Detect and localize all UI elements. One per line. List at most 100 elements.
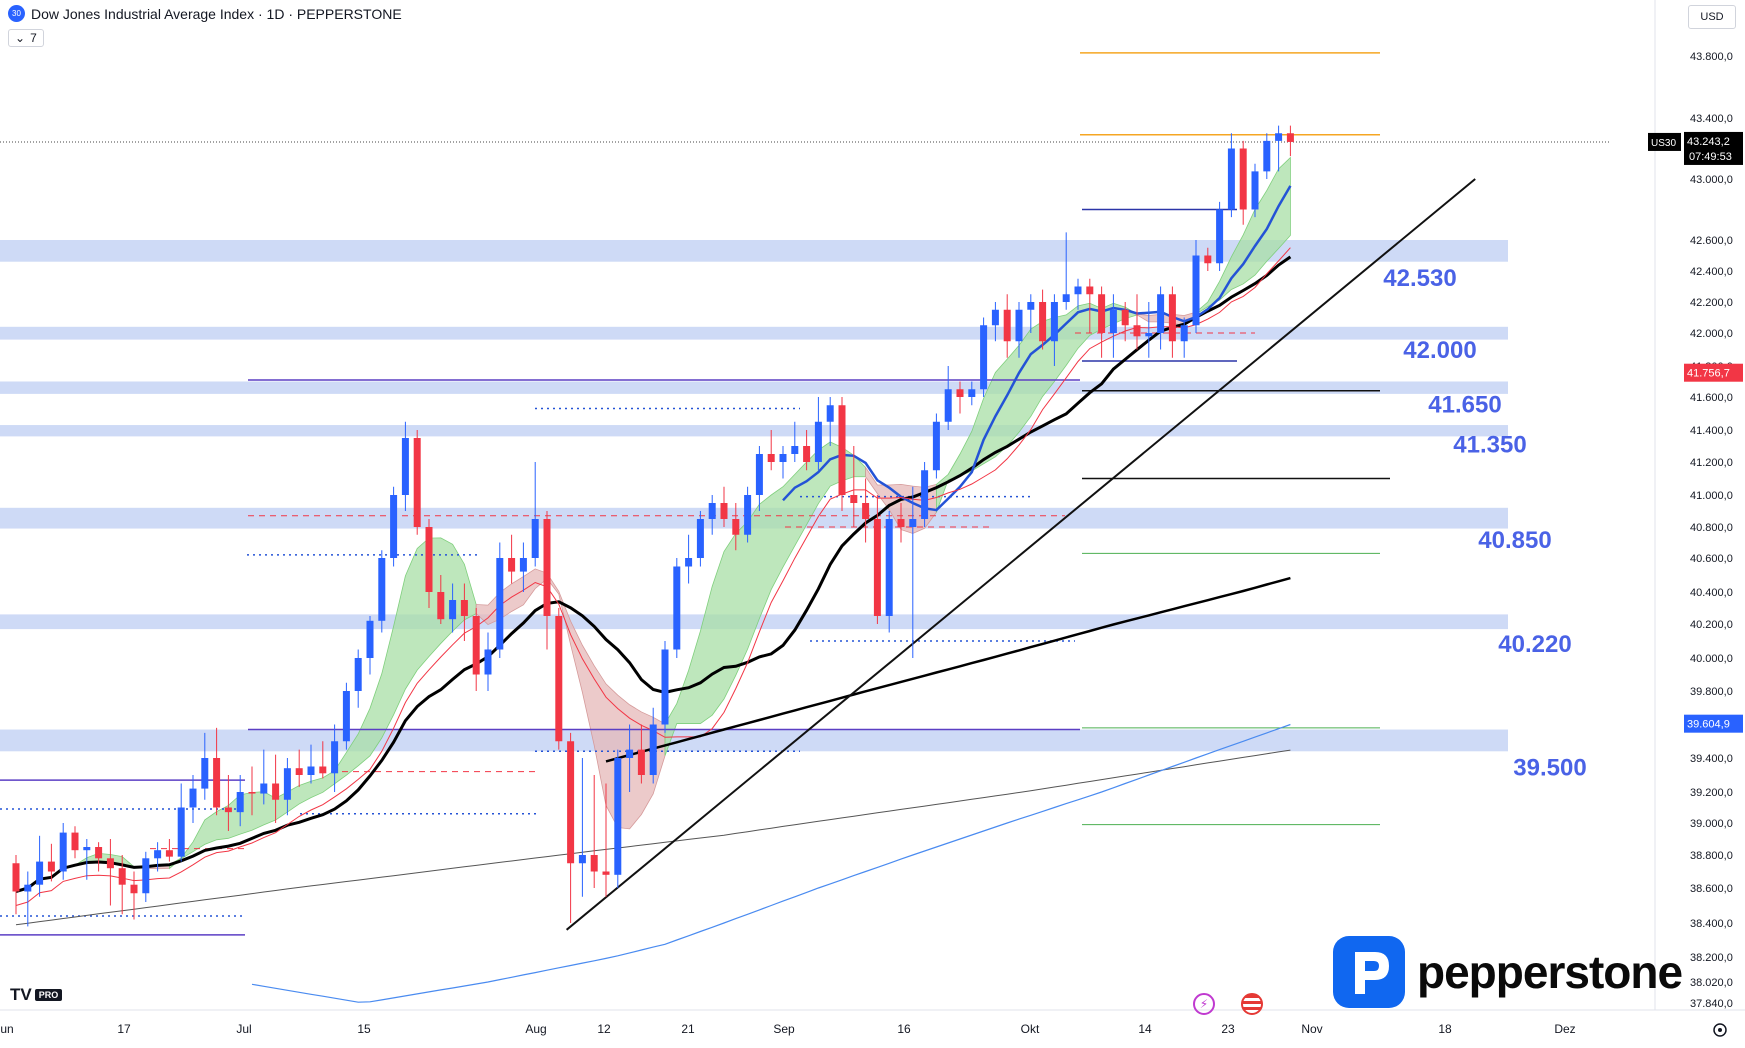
time-tick-label-2: Jul — [236, 1022, 251, 1036]
candle-body-104 — [1239, 148, 1247, 210]
candle-body-46 — [555, 616, 563, 742]
candle-body-89 — [1062, 294, 1070, 302]
candle-body-22 — [272, 783, 280, 800]
candle-body-83 — [991, 309, 999, 326]
candle-body-78 — [932, 421, 940, 471]
candle-body-62 — [744, 495, 752, 535]
candle-body-3 — [47, 861, 55, 872]
zone-label-6: 39.500 — [1513, 754, 1586, 781]
candle-body-27 — [331, 741, 339, 774]
candle-body-88 — [1050, 302, 1058, 342]
symbol-badge[interactable]: 30 — [8, 5, 25, 22]
candle-body-60 — [720, 503, 728, 519]
candle-body-101 — [1204, 255, 1212, 264]
instrument-tag: US30 — [1651, 138, 1676, 149]
zone-band-6 — [0, 729, 1508, 752]
price-tick-label-16: 40.000,0 — [1690, 653, 1733, 665]
candle-body-35 — [425, 527, 433, 592]
time-tick-label-8: 16 — [897, 1022, 911, 1036]
time-axis[interactable]: Jun 17 Jul 15 Aug 12 21 Sep 16 Okt 14 23 Nov 18 Dez — [0, 1009, 1745, 1037]
candle-body-87 — [1039, 302, 1047, 342]
candle-body-73 — [873, 519, 881, 616]
candle-body-5 — [71, 832, 79, 851]
candle-body-1 — [24, 884, 32, 892]
price-tick-label-23: 38.400,0 — [1690, 918, 1733, 930]
candle-body-14 — [177, 807, 185, 857]
indicator-toggle[interactable]: ⌄ 7 — [8, 29, 44, 47]
candle-body-71 — [850, 495, 858, 503]
price-axis[interactable]: 43.800,0 43.400,0 43.000,0 42.600,0 42.400,0… — [1648, 0, 1743, 1010]
candle-body-105 — [1251, 171, 1259, 210]
zone-label-1: 42.000 — [1403, 337, 1476, 364]
trendline[interactable] — [565, 178, 1476, 931]
candle-body-23 — [283, 768, 291, 800]
gear-icon[interactable] — [1713, 1023, 1727, 1037]
candle-body-74 — [885, 519, 893, 616]
candle-body-4 — [59, 832, 67, 872]
zone-band-0 — [0, 240, 1508, 262]
gear-icon-center — [1718, 1028, 1722, 1032]
candle-body-79 — [944, 389, 952, 422]
price-tag-1: 39.604,9 — [1687, 719, 1730, 731]
candle-body-19 — [236, 792, 244, 813]
time-tick-label-13: 18 — [1438, 1022, 1452, 1036]
zone-label-2: 41.650 — [1428, 392, 1501, 419]
candle-body-18 — [224, 807, 232, 813]
candle-body-81 — [968, 389, 976, 397]
zone-label-5: 40.220 — [1498, 631, 1571, 658]
candle-body-28 — [342, 691, 350, 742]
us-flag-icon[interactable] — [1241, 993, 1263, 1015]
last-price-label: 43.243,2 — [1687, 136, 1730, 148]
candle-body-85 — [1015, 309, 1023, 342]
price-tick-label-10: 41.200,0 — [1690, 457, 1733, 469]
candle-body-72 — [862, 503, 870, 519]
candle-body-49 — [590, 855, 598, 872]
tv-pro-badge: PRO — [34, 989, 63, 1001]
candle-body-25 — [307, 766, 315, 775]
candle-body-59 — [708, 503, 716, 519]
candle-body-41 — [496, 558, 504, 650]
price-tick-label-14: 40.400,0 — [1690, 587, 1733, 599]
lightning-icon[interactable]: ⚡ — [1193, 993, 1215, 1015]
indicator-count: 7 — [30, 31, 37, 45]
price-tick-label-22: 38.600,0 — [1690, 883, 1733, 895]
candle-body-54 — [649, 724, 657, 775]
price-tick-label-17: 39.800,0 — [1690, 686, 1733, 698]
zone-label-0: 42.530 — [1383, 265, 1456, 292]
currency-button[interactable]: USD — [1688, 5, 1736, 29]
chevron-down-icon: ⌄ — [15, 31, 26, 45]
trendline-line[interactable] — [565, 178, 1476, 931]
candle-body-45 — [543, 519, 551, 616]
zone-labels: 42.530 42.000 41.650 41.350 40.850 40.220 39.5… — [1383, 265, 1586, 782]
candle-body-44 — [531, 519, 539, 558]
candle-body-10 — [130, 884, 138, 894]
pepperstone-mark-icon — [1333, 936, 1405, 1008]
candle-body-75 — [897, 519, 905, 527]
candle-body-2 — [36, 861, 44, 885]
time-tick-label-4: Aug — [525, 1022, 546, 1036]
price-tick-label-19: 39.200,0 — [1690, 787, 1733, 799]
candle-body-69 — [826, 405, 834, 422]
tradingview-logo[interactable]: TV PRO — [10, 985, 63, 1005]
time-tick-label-6: 21 — [681, 1022, 695, 1036]
price-tick-label-3: 42.600,0 — [1690, 235, 1733, 247]
candle-body-16 — [201, 758, 209, 789]
candle-body-100 — [1192, 255, 1200, 326]
candle-body-39 — [472, 616, 480, 675]
time-tick-label-12: Nov — [1301, 1022, 1322, 1036]
price-tag-bg-1 — [1684, 714, 1743, 733]
candle-body-92 — [1098, 294, 1106, 333]
moving-averages — [15, 185, 1292, 1003]
candle-body-58 — [696, 519, 704, 558]
candle-body-106 — [1263, 140, 1271, 172]
candle-body-6 — [83, 847, 91, 851]
time-tick-label-1: 17 — [117, 1022, 131, 1036]
candles — [12, 125, 1294, 927]
candle-body-70 — [838, 405, 846, 495]
candle-body-11 — [142, 858, 150, 894]
candle-body-102 — [1216, 209, 1224, 264]
price-tick-label-13: 40.600,0 — [1690, 553, 1733, 565]
ma-black-long-line — [605, 576, 1291, 763]
